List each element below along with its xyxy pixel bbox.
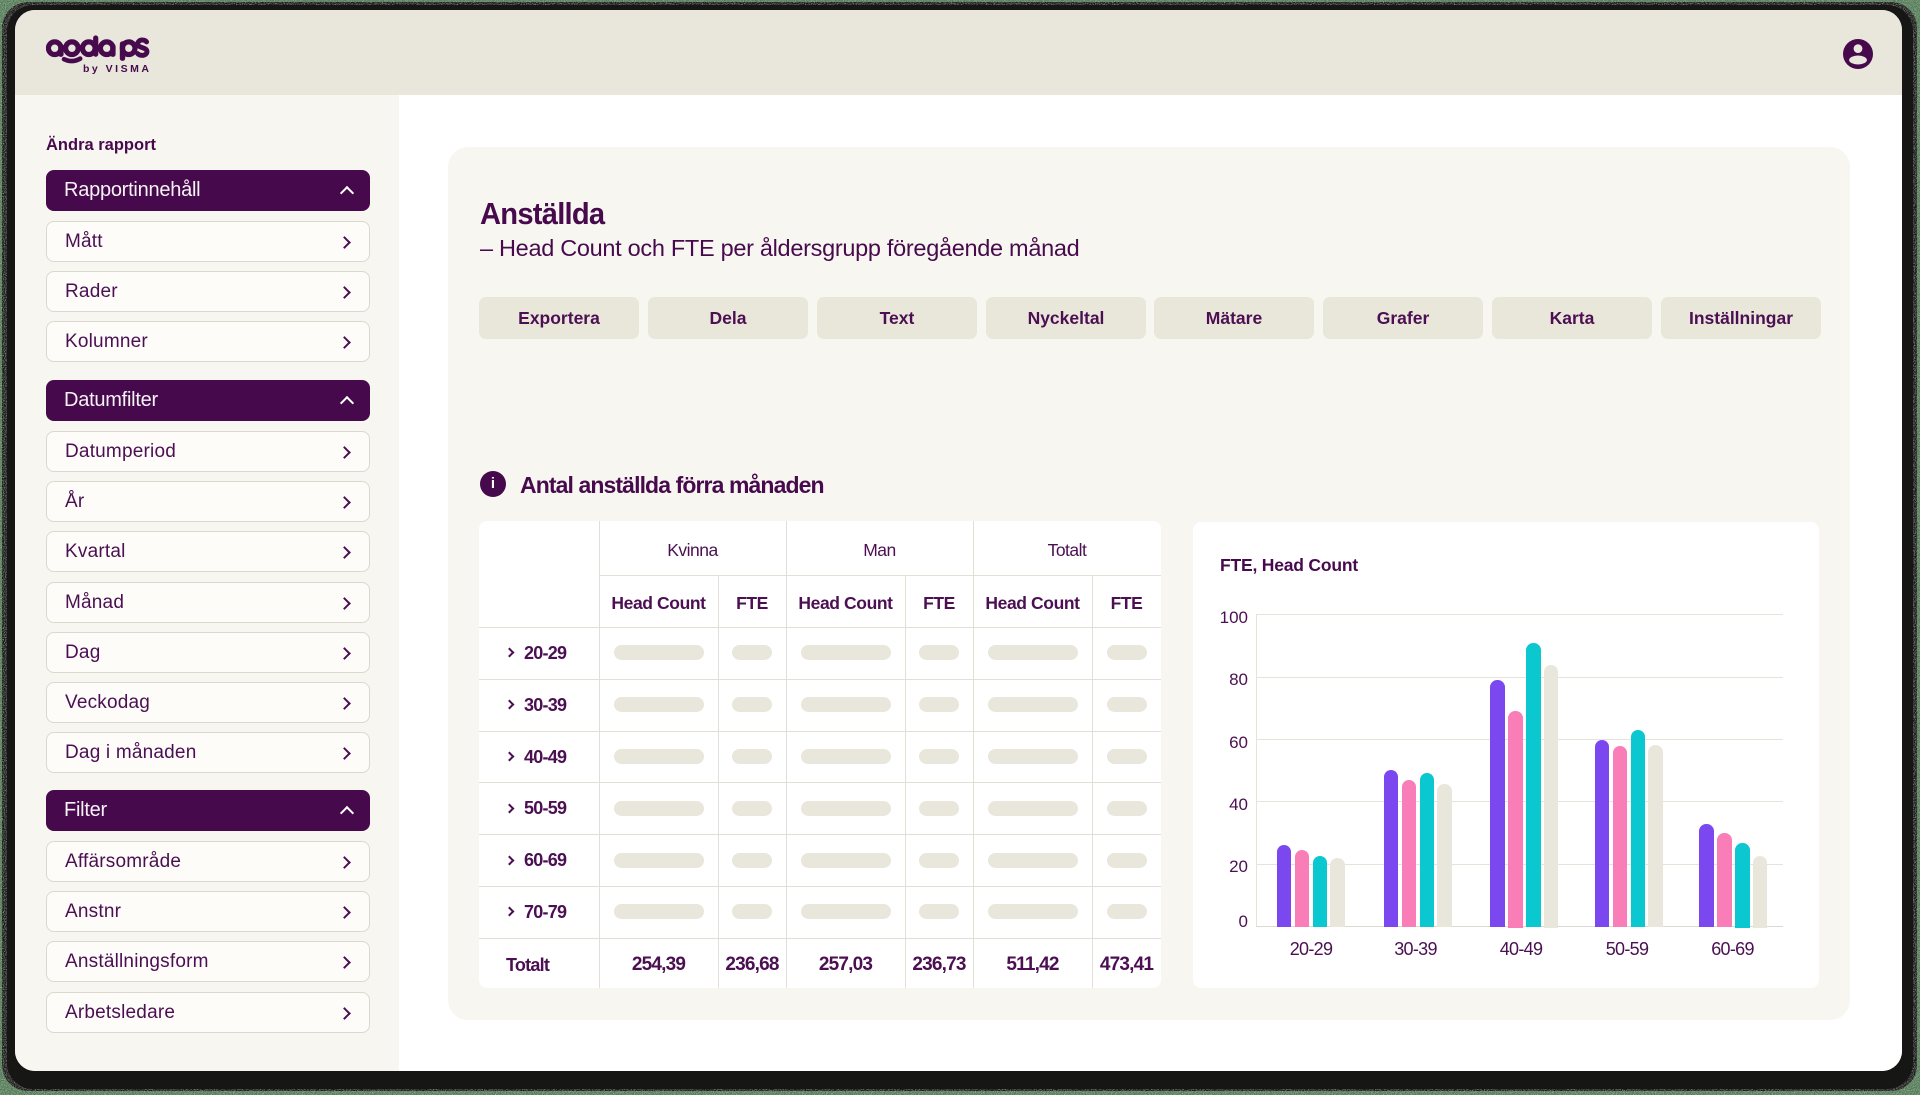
- svg-text:by VISMA: by VISMA: [83, 63, 151, 75]
